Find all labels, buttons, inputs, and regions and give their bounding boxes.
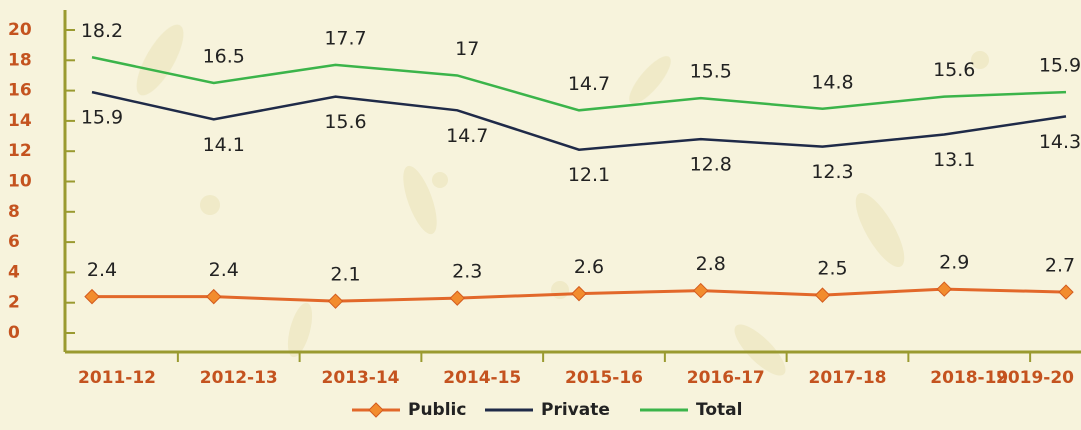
- data-label: 14.3: [1039, 131, 1081, 153]
- data-label: 12.8: [690, 154, 732, 176]
- data-label: 2.4: [209, 259, 239, 281]
- legend-label: Total: [696, 400, 742, 420]
- x-tick-label: 2011-12: [78, 368, 156, 388]
- data-label: 2.7: [1045, 255, 1075, 277]
- data-label: 15.9: [81, 107, 123, 129]
- data-label: 2.4: [87, 259, 117, 281]
- data-label: 14.7: [446, 125, 488, 147]
- y-tick-label: 0: [8, 323, 20, 343]
- data-label: 12.3: [811, 161, 853, 183]
- point-marker: [84, 288, 100, 305]
- y-tick-label: 2: [8, 293, 20, 313]
- data-label: 17: [455, 38, 479, 60]
- point-marker: [449, 290, 465, 306]
- data-label: 12.1: [568, 164, 610, 186]
- point-marker: [693, 282, 709, 299]
- y-tick-label: 20: [8, 20, 32, 40]
- data-label: 15.5: [690, 61, 732, 83]
- x-tick-label: 2013-14: [321, 368, 399, 388]
- point-marker: [327, 293, 344, 309]
- legend-label: Private: [541, 400, 610, 420]
- y-tick-label: 6: [8, 232, 20, 252]
- data-label: 18.2: [81, 20, 123, 42]
- data-label: 2.3: [452, 261, 482, 283]
- x-tick-label: 2014-15: [443, 368, 521, 388]
- x-tick-label: 2018-19: [930, 368, 1008, 388]
- point-marker: [571, 285, 587, 302]
- data-label: 13.1: [933, 149, 975, 171]
- point-marker: [206, 288, 222, 305]
- data-label: 2.8: [696, 253, 726, 275]
- series-line: [91, 90, 1067, 151]
- y-tick-label: 18: [8, 50, 32, 70]
- data-label: 15.9: [1039, 55, 1081, 77]
- data-label: 14.1: [203, 134, 245, 156]
- series-line: [91, 56, 1067, 112]
- data-label: 2.9: [939, 252, 969, 274]
- point-marker: [814, 287, 831, 303]
- x-tick-label: 2015-16: [565, 368, 643, 388]
- data-label: 14.8: [811, 71, 853, 93]
- data-label: 16.5: [203, 46, 245, 68]
- data-label: 15.6: [324, 111, 366, 133]
- background-pattern: [136, 24, 989, 376]
- data-label: 15.6: [933, 59, 975, 81]
- y-tick-label: 16: [8, 81, 32, 101]
- y-tick-label: 14: [8, 111, 32, 131]
- point-marker: [1058, 284, 1074, 300]
- x-tick-label: 2012-13: [200, 368, 278, 388]
- point-marker: [936, 281, 952, 297]
- y-tick-label: 4: [8, 262, 20, 282]
- y-tick-label: 8: [8, 202, 20, 222]
- data-label: 14.7: [568, 73, 610, 95]
- data-label: 2.6: [574, 256, 604, 278]
- legend-marker: [368, 402, 384, 418]
- y-tick-label: 12: [8, 141, 32, 161]
- data-label: 2.1: [330, 264, 360, 286]
- legend-label: Public: [408, 400, 466, 420]
- data-label: 2.5: [817, 258, 847, 280]
- x-tick-label: 2016-17: [687, 368, 765, 388]
- y-tick-label: 10: [8, 172, 32, 192]
- x-tick-label: 2017-18: [808, 368, 886, 388]
- data-label: 17.7: [324, 27, 366, 49]
- x-tick-label: 2019-20: [996, 368, 1074, 388]
